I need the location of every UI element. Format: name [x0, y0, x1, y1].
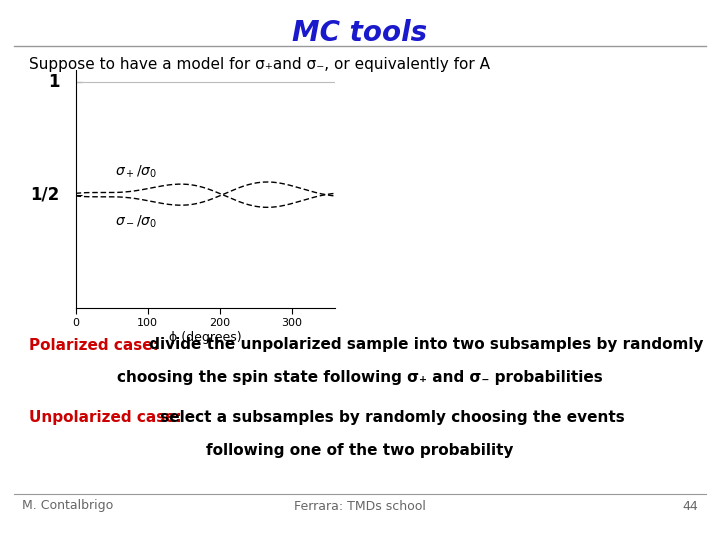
Text: M. Contalbrigo: M. Contalbrigo [22, 500, 113, 512]
Text: Ferrara: TMDs school: Ferrara: TMDs school [294, 500, 426, 512]
Text: MC tools: MC tools [292, 19, 428, 47]
Text: 1/2: 1/2 [30, 186, 60, 204]
X-axis label: ϕ (degrees): ϕ (degrees) [169, 331, 241, 344]
Text: choosing the spin state following σ₊ and σ₋ probabilities: choosing the spin state following σ₊ and… [117, 370, 603, 385]
Text: Suppose to have a model for σ₊and σ₋, or equivalently for A: Suppose to have a model for σ₊and σ₋, or… [29, 57, 490, 72]
Text: following one of the two probability: following one of the two probability [206, 443, 514, 458]
Text: Unpolarized case:: Unpolarized case: [29, 410, 181, 426]
Text: divide the unpolarized sample into two subsamples by randomly: divide the unpolarized sample into two s… [144, 338, 703, 353]
Text: 1: 1 [48, 72, 60, 91]
Text: $\sigma_+/\sigma_0$: $\sigma_+/\sigma_0$ [115, 164, 157, 180]
Text: select a subsamples by randomly choosing the events: select a subsamples by randomly choosing… [155, 410, 624, 426]
Text: Polarized case:: Polarized case: [29, 338, 158, 353]
Text: $\sigma_-/\sigma_0$: $\sigma_-/\sigma_0$ [115, 214, 157, 230]
Text: 44: 44 [683, 500, 698, 512]
